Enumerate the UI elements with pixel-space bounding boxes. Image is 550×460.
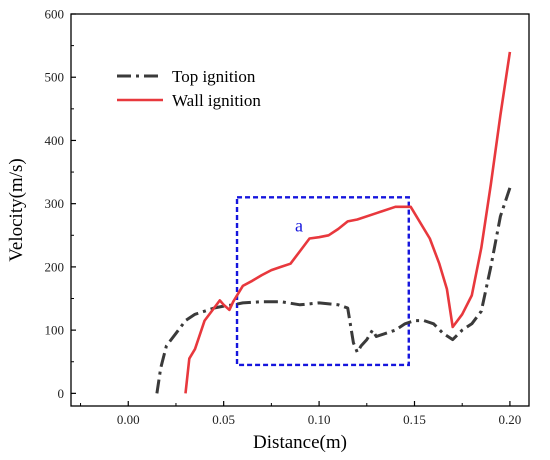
y-tick-label: 0 [58,386,65,401]
legend-label-wall-ignition: Wall ignition [172,91,261,110]
y-tick-label: 200 [45,259,65,274]
x-tick-label: 0.20 [499,412,522,427]
y-tick-label: 100 [45,323,65,338]
annotations: a [235,196,410,367]
plot-frame [70,13,530,407]
y-axis-ticks: 0 100 200 300 400 500 600 [45,7,76,401]
y-tick-label: 300 [45,196,65,211]
x-axis-title: Distance(m) [253,432,347,453]
y-tick-label: 400 [45,133,65,148]
x-axis-ticks: 0.00 0.05 0.10 0.15 0.20 [80,401,522,427]
annotation-label-a: a [295,215,303,235]
x-tick-label: 0.05 [212,412,235,427]
x-tick-label: 0.00 [117,412,140,427]
series-line-top-ignition [155,187,512,394]
x-tick-label: 0.10 [308,412,331,427]
x-tick-label: 0.15 [403,412,426,427]
legend-label-top-ignition: Top ignition [172,67,256,86]
y-tick-label: 500 [45,70,65,85]
y-axis-title: Velocity(m/s) [6,158,27,261]
series-line-wall-ignition [184,51,512,394]
legend: Top ignition Wall ignition [117,67,261,110]
y-tick-label: 600 [45,7,65,22]
annotation-box-a [235,196,410,367]
series-lines [155,51,512,394]
